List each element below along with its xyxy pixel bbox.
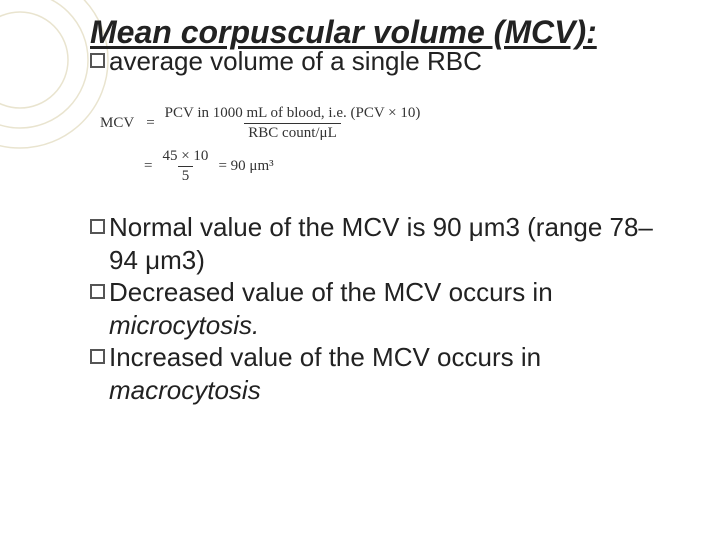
checkbox-icon [90,219,105,234]
fraction: 45 × 10 5 [158,148,212,185]
bullet-text: Normal value of the MCV is 90 μm3 (range… [109,211,680,276]
bullet-item: average volume of a single RBC [90,45,680,78]
text-italic: microcytosis. [109,310,259,340]
checkbox-icon [90,53,105,68]
fraction-denominator: 5 [178,166,194,185]
slide-content: Mean corpuscular volume (MCV): average v… [0,0,720,426]
body-block: Normal value of the MCV is 90 μm3 (range… [90,211,680,406]
formula-row-2: = 45 × 10 5 = 90 μm³ [138,148,680,185]
bullet-item: Normal value of the MCV is 90 μm3 (range… [90,211,680,276]
equals-sign: = [146,115,154,132]
formula-block: MCV = PCV in 1000 mL of blood, i.e. (PCV… [100,105,680,185]
formula-result: = 90 μm³ [218,158,273,175]
text-plain: Increased value of the MCV occurs in [109,342,541,372]
bullet-text: average volume of a single RBC [109,45,680,78]
equals-sign: = [144,158,152,175]
text-plain: Decreased value of the MCV occurs in [109,277,553,307]
fraction: PCV in 1000 mL of blood, i.e. (PCV × 10)… [161,105,425,142]
formula-row-1: MCV = PCV in 1000 mL of blood, i.e. (PCV… [100,105,680,142]
formula-lhs: MCV [100,115,134,132]
bullet-item: Increased value of the MCV occurs in mac… [90,341,680,406]
intro-block: average volume of a single RBC [90,45,680,78]
checkbox-icon [90,349,105,364]
fraction-denominator: RBC count/μL [244,123,340,142]
bullet-item: Decreased value of the MCV occurs in mic… [90,276,680,341]
bullet-text: Increased value of the MCV occurs in mac… [109,341,680,406]
bullet-text: Decreased value of the MCV occurs in mic… [109,276,680,341]
fraction-numerator: 45 × 10 [158,148,212,166]
text-italic: macrocytosis [109,375,261,405]
fraction-numerator: PCV in 1000 mL of blood, i.e. (PCV × 10) [161,105,425,123]
checkbox-icon [90,284,105,299]
